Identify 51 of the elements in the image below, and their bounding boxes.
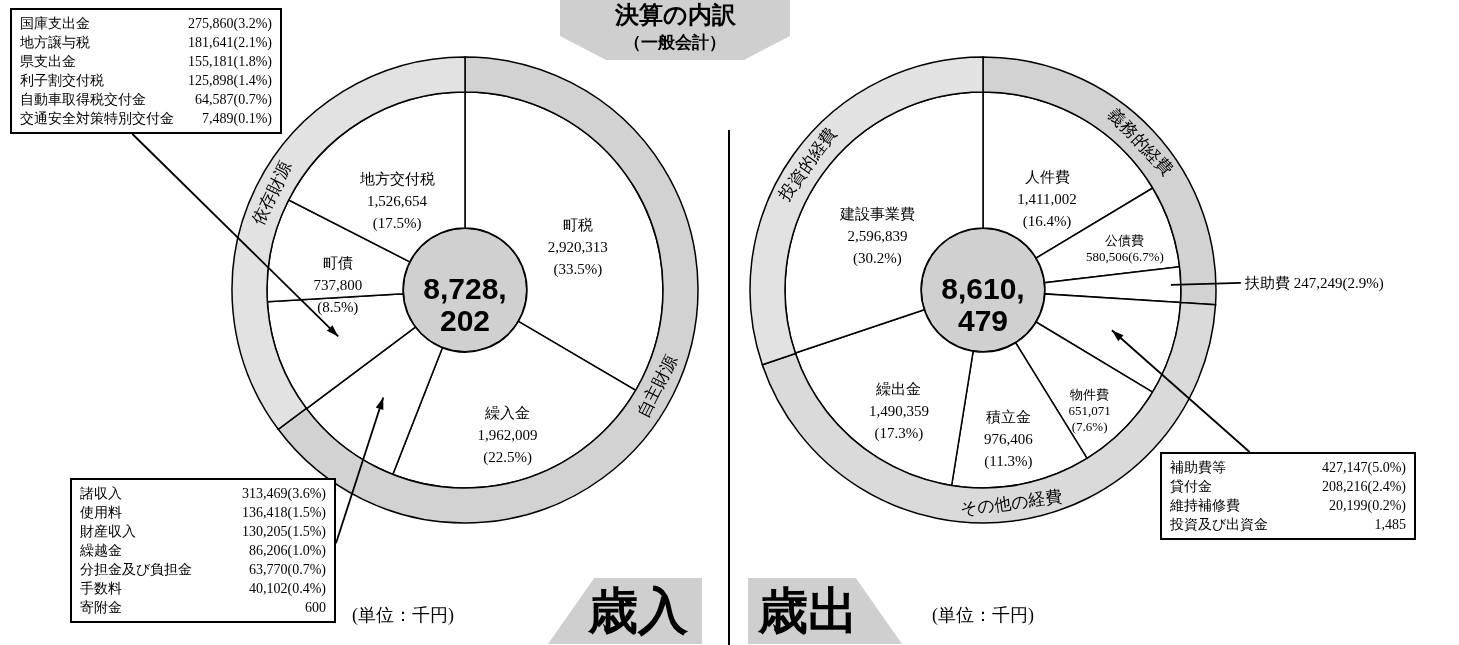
text: 国庫支出金 275,860(3.2%) <box>20 16 272 31</box>
slice-label: 依存財源 <box>248 158 296 228</box>
text: 自動車取得税交付金 64,587(0.7%) <box>20 92 272 107</box>
text: 維持補修費 20,199(0.2%) <box>1170 498 1406 513</box>
text: 寄附金 600 <box>80 600 326 615</box>
text: 手数料 40,102(0.4%) <box>80 581 326 596</box>
text: 財産収入 130,205(1.5%) <box>80 524 326 539</box>
text: 繰越金 86,206(1.0%) <box>80 543 326 558</box>
text: 利子割交付税 125,898(1.4%) <box>20 73 272 88</box>
slice-label: 自主財源 <box>633 351 681 422</box>
text: 県支出金 155,181(1.8%) <box>20 54 272 69</box>
text: (単位：千円) <box>932 604 1034 627</box>
slice-label: 建設事業費 <box>838 206 915 223</box>
data-label: 1,411,002 (16.4%) <box>1017 190 1077 230</box>
slice-label: 町債 <box>322 255 353 272</box>
data-label: 976,406 (11.3%) <box>984 431 1034 471</box>
slice-label: 投資的経費 <box>774 124 840 206</box>
slice-label: 町税 <box>562 217 593 234</box>
text: 決算の内訳 <box>613 0 737 30</box>
text: 貸付金 208,216(2.4%) <box>1170 479 1406 494</box>
text: 8,728,202 <box>423 272 507 337</box>
data-label: 2,596,839 (30.2%) <box>847 228 908 268</box>
text: （一般会計） <box>623 31 727 54</box>
data-label: 737,800 (8.5%) <box>313 277 363 317</box>
slice-label: 物件費 <box>1070 387 1110 403</box>
text: 歳出 <box>748 578 902 644</box>
text: 分担金及び負担金 63,770(0.7%) <box>80 562 326 577</box>
data-label: 651,071 (7.6%) <box>1068 403 1111 435</box>
slice-label: 繰出金 <box>875 381 922 398</box>
data-label: 2,920,313 (33.5%) <box>547 239 608 279</box>
slice-label: 地方交付税 <box>358 171 435 188</box>
slice-label: 義務的経費 <box>1104 104 1177 180</box>
slice-label: 繰入金 <box>484 404 531 421</box>
text: 交通安全対策特別交付金 7,489(0.1%) <box>20 111 272 126</box>
text: 諸収入 313,469(3.6%) <box>80 486 326 501</box>
text: 投資及び出資金 1,485 <box>1170 517 1406 532</box>
text: 歳入 <box>548 578 702 644</box>
text: 補助費等 427,147(5.0%) <box>1170 460 1406 475</box>
slice-label: 人件費 <box>1024 168 1070 185</box>
data-label: 1,526,654 (17.5%) <box>367 193 428 233</box>
data-label: 580,506(6.7%) <box>1085 249 1164 265</box>
text: 8,610,479 <box>941 272 1025 337</box>
slice-label: 積立金 <box>985 409 1031 426</box>
text: (単位：千円) <box>352 604 454 627</box>
text: 地方譲与税 181,641(2.1%) <box>20 35 272 50</box>
text: 使用料 136,418(1.5%) <box>80 505 326 520</box>
data-label: 1,490,359 (17.3%) <box>868 403 929 443</box>
slice-label: その他の経費 <box>959 487 1064 520</box>
slice-label: 扶助費 247,249(2.9%) <box>1243 274 1384 292</box>
slice-label: 公債費 <box>1105 233 1145 249</box>
data-label: 1,962,009 (22.5%) <box>477 426 538 466</box>
